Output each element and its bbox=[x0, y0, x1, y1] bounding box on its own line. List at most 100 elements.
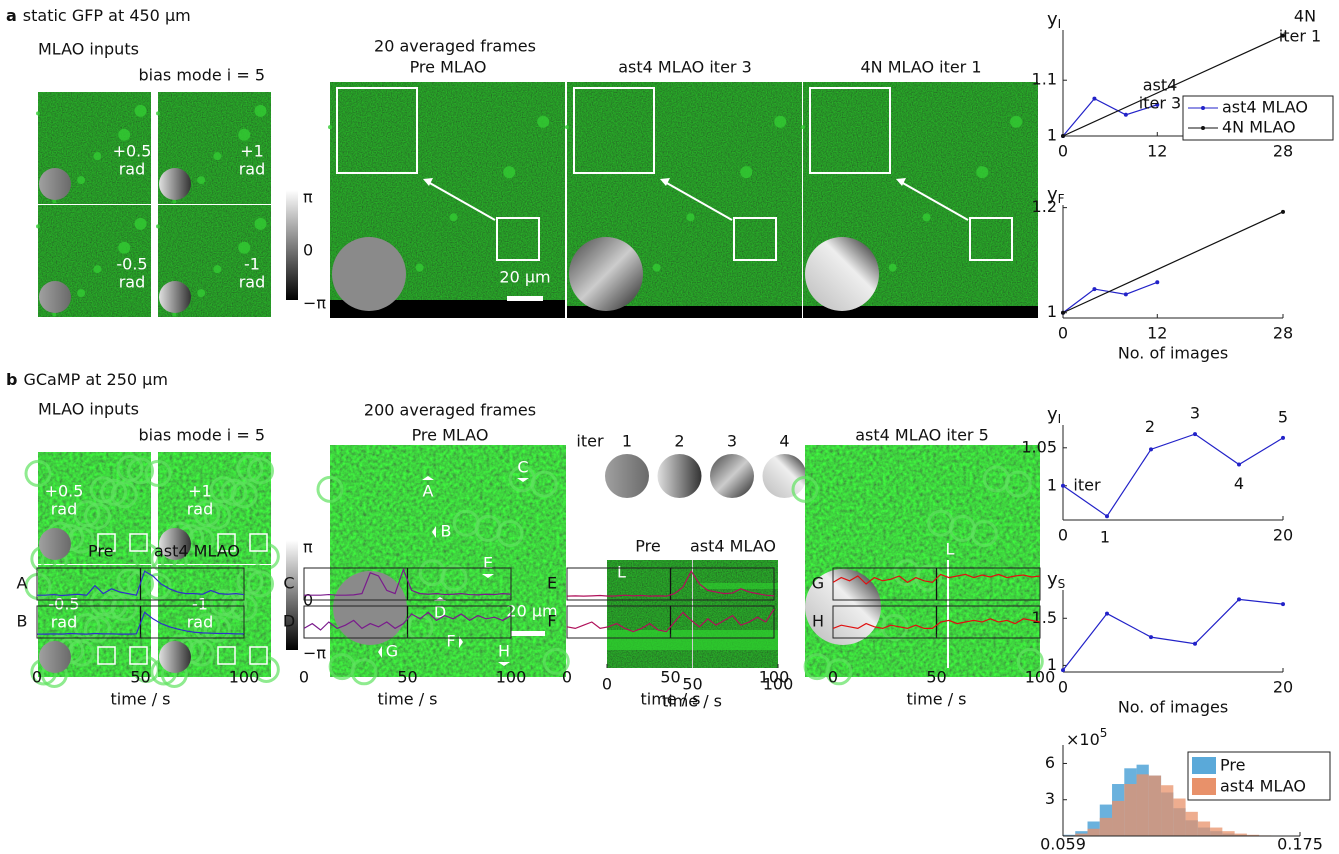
x-tick-label: 100 bbox=[1025, 668, 1056, 687]
annotation: iter 3 bbox=[1139, 94, 1181, 113]
legend-label: 4N MLAO bbox=[1222, 118, 1296, 137]
x-tick-label: 0.059 bbox=[1040, 835, 1086, 854]
series-line bbox=[1063, 212, 1283, 313]
inputs-title: MLAO inputs bbox=[38, 40, 139, 59]
x-tick-label: 100 bbox=[496, 668, 527, 687]
cell bbox=[503, 166, 515, 178]
axis-label-sub: I bbox=[1058, 412, 1062, 426]
legend-label: ast4 MLAO bbox=[1222, 98, 1308, 117]
panel-label: b bbox=[6, 370, 17, 389]
phase-disc bbox=[569, 237, 643, 311]
cell bbox=[52, 199, 56, 203]
annotation: 4N bbox=[1294, 7, 1316, 26]
x-tick-label: 28 bbox=[1273, 324, 1293, 343]
phase-disc bbox=[39, 641, 71, 673]
x-tick-label: 0 bbox=[562, 668, 572, 687]
panel-title: bGCaMP at 250 μm bbox=[6, 370, 168, 389]
point bbox=[1193, 642, 1197, 646]
axis-label-sub: F bbox=[1058, 192, 1065, 206]
input-bias-value: +0.5 bbox=[45, 482, 84, 501]
x-tick-label: 0 bbox=[1058, 678, 1068, 697]
trace-header: Pre bbox=[88, 542, 113, 561]
x-tick-label: 50 bbox=[926, 668, 946, 687]
point bbox=[1124, 113, 1128, 117]
hist-bar bbox=[1198, 821, 1210, 836]
page: html,body{margin:0;padding:0;background:… bbox=[0, 0, 1339, 854]
cell bbox=[801, 125, 805, 129]
annotation: 2 bbox=[1145, 417, 1155, 436]
cell bbox=[197, 289, 205, 297]
x-axis-label: No. of images bbox=[1118, 344, 1228, 363]
cell bbox=[172, 199, 176, 203]
cell bbox=[93, 152, 101, 160]
input-bias-value: -0.5 bbox=[116, 255, 147, 274]
cell-label: G bbox=[386, 642, 398, 661]
cell bbox=[416, 264, 424, 272]
cell bbox=[172, 312, 176, 316]
axis-label-main: y bbox=[1047, 9, 1058, 30]
y-tick-label: 6 bbox=[1045, 753, 1055, 772]
legend-label: ast4 MLAO bbox=[1220, 777, 1306, 796]
cell-label: A bbox=[423, 482, 434, 501]
axis-label: yF bbox=[1047, 184, 1065, 206]
images-header: 20 averaged frames bbox=[374, 37, 536, 56]
input-bias-unit: rad bbox=[239, 273, 266, 292]
phase-disc bbox=[805, 237, 879, 311]
kymo-line-label: L bbox=[617, 563, 626, 582]
legend-swatch bbox=[1192, 757, 1216, 774]
x-tick-label: 28 bbox=[1273, 142, 1293, 161]
phase-disc bbox=[605, 454, 649, 498]
x-tick-label: 100 bbox=[759, 668, 790, 687]
iter-number: 3 bbox=[727, 432, 737, 451]
y-tick-label: 1 bbox=[1047, 475, 1057, 494]
axis-label: yS bbox=[1047, 569, 1065, 591]
point bbox=[1092, 287, 1096, 291]
point bbox=[1155, 280, 1159, 284]
cell bbox=[93, 265, 101, 273]
cell-label: F bbox=[446, 632, 455, 651]
x-axis-label: time / s bbox=[377, 690, 437, 709]
image-title: ast4 MLAO iter 3 bbox=[618, 58, 752, 77]
input-bias-unit: rad bbox=[119, 160, 146, 179]
phase-disc bbox=[39, 168, 71, 200]
legend-dot bbox=[1201, 106, 1205, 110]
colorbar-label: π bbox=[303, 538, 313, 557]
x-tick-label: 0 bbox=[602, 675, 612, 694]
hist-bar bbox=[1186, 812, 1198, 836]
hist-bar bbox=[1124, 784, 1136, 836]
input-bias-value: +1 bbox=[240, 142, 264, 161]
y-tick-label: 1 bbox=[1047, 126, 1057, 145]
point bbox=[1281, 602, 1285, 606]
cell bbox=[255, 218, 267, 230]
phase-disc bbox=[332, 237, 406, 311]
scale-bar bbox=[507, 296, 543, 301]
point bbox=[1061, 668, 1065, 672]
figure: astatic GFP at 450 μmMLAO inputsbias mod… bbox=[0, 0, 1339, 854]
line-profile-label: L bbox=[946, 540, 955, 559]
input-bias-value: +0.5 bbox=[113, 142, 152, 161]
x-tick-label: 0 bbox=[828, 668, 838, 687]
scale-label: ×105 bbox=[1066, 726, 1107, 749]
trace-label: A bbox=[17, 574, 28, 593]
phase-disc bbox=[658, 454, 702, 498]
input-bias-value: -0.5 bbox=[48, 595, 79, 614]
cell bbox=[135, 105, 147, 117]
y-tick-label: 1.5 bbox=[1032, 608, 1057, 627]
x-tick-label: 0 bbox=[1058, 526, 1068, 545]
axis-label-main: y bbox=[1047, 569, 1058, 590]
cell bbox=[238, 129, 250, 141]
cell bbox=[156, 224, 160, 228]
cell bbox=[774, 116, 786, 128]
cell bbox=[213, 265, 221, 273]
image-title: ast4 MLAO iter 5 bbox=[855, 426, 989, 445]
x-tick-label: 100 bbox=[229, 668, 260, 687]
trace-label: F bbox=[547, 612, 556, 631]
input-bias-value: -1 bbox=[244, 255, 260, 274]
annotation: 5 bbox=[1278, 407, 1288, 426]
cell-label: H bbox=[498, 642, 510, 661]
inputs-title: MLAO inputs bbox=[38, 400, 139, 419]
scale-bar-label: 20 μm bbox=[499, 268, 550, 287]
point bbox=[1149, 447, 1153, 451]
input-bias-unit: rad bbox=[51, 500, 78, 519]
point bbox=[1281, 436, 1285, 440]
